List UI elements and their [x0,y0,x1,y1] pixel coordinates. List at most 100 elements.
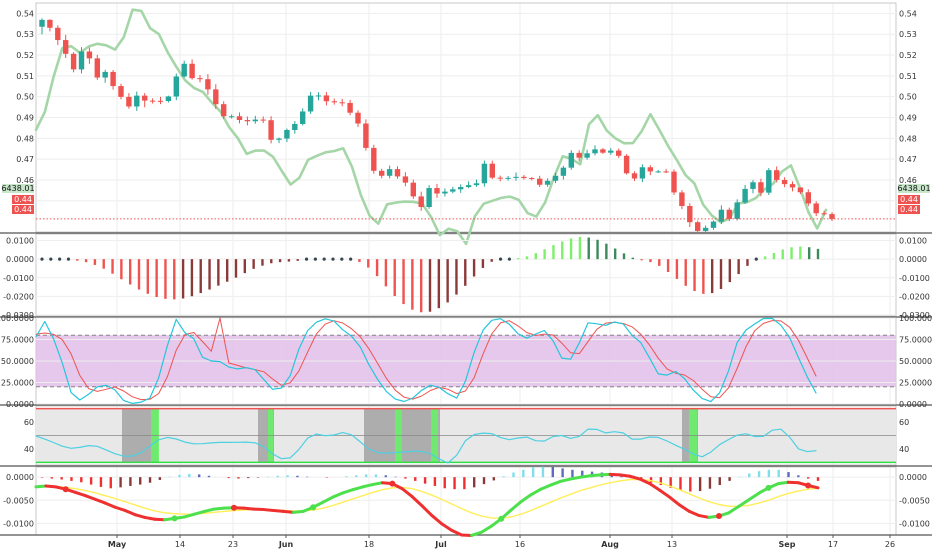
x-tick-label: 26 [885,540,895,549]
y-tick-left: 75.0000 [1,336,34,345]
wt-fast-segment [143,515,157,521]
wt-fast-segment [103,501,117,509]
wt-fast-segment [331,491,345,499]
wt-fast-segment [559,477,573,483]
candle [821,213,827,215]
wt-fast-segment [83,494,97,501]
candle [402,176,409,183]
y-tick-left: 25.0000 [1,379,34,388]
y-tick-right: 25.0000 [899,379,932,388]
y-tick-left: 0.54 [16,9,34,18]
candle [244,119,251,122]
candle [142,95,148,101]
candle [268,120,274,140]
wt-fast-segment [371,481,384,487]
wt-fast-segment [648,482,662,492]
candle [47,19,53,28]
y-tick-left: 40 [24,445,34,454]
wt-slow-line [35,478,819,519]
macd-zero-dot [331,257,335,261]
x-tick-label: 13 [667,540,677,549]
candle [39,19,45,27]
y-tick-right: 0.53 [899,30,917,39]
price-badge-left-1: 0.44 [14,195,32,204]
wt-cross-dot-green [171,515,178,522]
wt-fast-segment [638,477,652,486]
y-tick-left: 50.0000 [1,357,34,366]
macd-zero-dot [754,257,758,261]
candle [758,182,764,193]
wt-fast-segment [93,497,107,505]
candle [458,187,464,190]
x-tick-label: 17 [828,540,838,549]
y-tick-right: -0.0100 [899,519,930,528]
y-tick-right: -0.0300 [899,311,930,320]
candle [537,178,543,185]
y-tick-left: 0.49 [16,114,34,123]
wt-fast-segment [133,513,147,519]
wt-fast-segment [509,500,523,512]
wt-fast-segment [737,498,751,508]
wt-fast-segment [410,495,424,508]
candle [386,169,393,176]
wt-fast-segment [628,474,642,481]
macd-zero-dot [40,257,44,261]
candle [78,51,85,70]
candle [576,152,582,158]
overlay-value-badge-right-bg [898,184,930,193]
price-badge-left-2: 0.44 [14,205,32,214]
candle [647,167,653,172]
wt-fast-segment [440,522,454,532]
macd-zero-dot [304,257,309,261]
candle [608,150,614,153]
candle [805,192,811,204]
y-tick-right: 40 [899,445,909,454]
y-tick-right: 0.47 [899,155,917,164]
wt-fast-segment [747,491,761,502]
wt-fast-segment [44,484,58,489]
candle [552,175,559,181]
pane-frame [35,233,897,317]
candle [70,53,77,70]
wt-fast-segment [361,483,375,489]
wt-fast-segment [529,487,543,497]
y-tick-right: 0.0000 [899,255,927,264]
y-tick-right: 0.51 [899,72,917,81]
wt-fast-segment [281,509,295,514]
candle [157,100,164,102]
candle [639,167,646,179]
y-tick-left: 0.50 [16,93,34,102]
candle [481,163,488,184]
candle [766,170,772,193]
candle [394,169,401,177]
candle [560,167,567,176]
wt-fast-segment [569,475,582,481]
candle [687,205,693,223]
y-tick-left: 0.53 [16,30,34,39]
price-badge-left-2-bg [12,205,34,214]
y-tick-left: -0.0100 [3,519,34,528]
candle [473,183,480,186]
x-tick-label: 18 [364,540,374,549]
wt-cross-dot-red [716,513,723,520]
candle [102,71,108,78]
overlay-value-badge-right: 6438.01 [897,184,930,193]
candle [228,116,235,118]
candle [149,100,156,102]
y-tick-right: 0.49 [899,114,917,123]
candle [718,209,725,222]
wt-fast-segment [668,495,681,507]
candle [616,150,622,156]
wt-cross-dot-red [62,486,69,493]
y-tick-right: 0.46 [899,176,917,185]
wt-fast-segment [321,495,335,504]
macd-zero-dot [322,257,326,261]
candle [236,116,243,120]
wt-fast-segment [430,514,444,526]
candle [813,203,819,214]
x-tick-label: Aug [601,540,619,549]
candle [307,95,314,112]
y-tick-right: -0.0200 [899,292,930,301]
wt-fast-segment [776,480,790,486]
